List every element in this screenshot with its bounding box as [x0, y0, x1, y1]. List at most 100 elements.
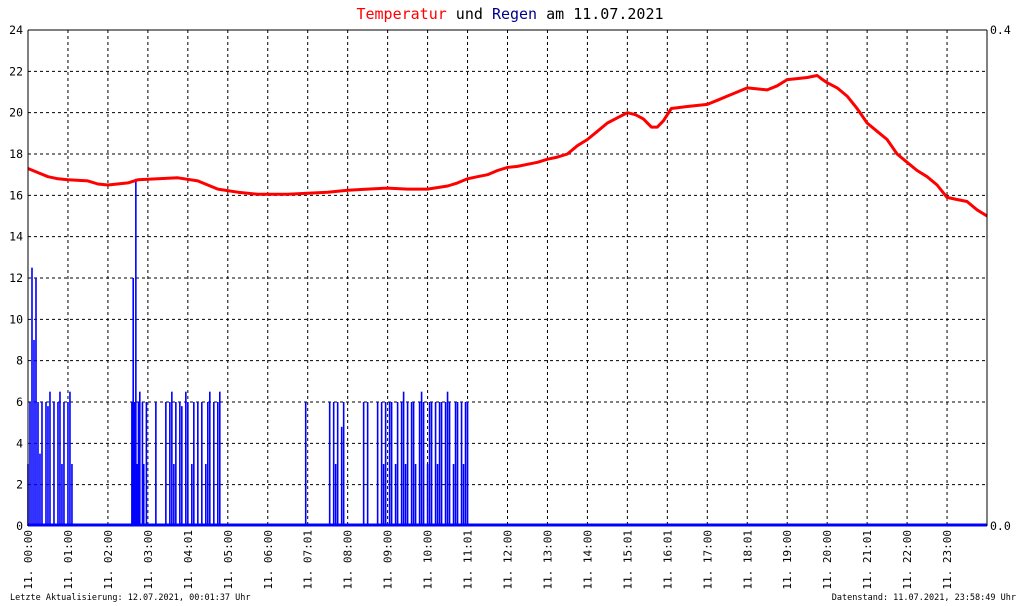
rain-bar: [412, 402, 415, 526]
x-tick-label: 11. 08:00: [342, 530, 355, 590]
x-tick-label: 11. 16:01: [661, 530, 674, 590]
rain-bar: [41, 402, 43, 526]
x-tick-labels: 11. 00:00 11. 01:00 11. 02:00 11. 03:00 11. …: [22, 530, 954, 590]
rain-bar: [61, 464, 63, 526]
rain-bar: [384, 402, 387, 526]
rain-bar: [436, 464, 439, 526]
chart-title-temperatur: Temperatur: [356, 5, 446, 23]
rain-bar: [406, 402, 409, 526]
rain-bar: [145, 402, 148, 526]
x-tick-label: 11. 22:00: [901, 530, 914, 590]
y-tick-label-right: 0.0: [990, 519, 1011, 533]
rain-bar: [382, 464, 385, 526]
rain-bar: [35, 278, 37, 526]
rain-bar: [380, 402, 383, 526]
x-tick-label: 11. 15:01: [621, 530, 634, 590]
rain-bar: [438, 402, 441, 526]
x-tick-label: 11. 19:00: [781, 530, 794, 590]
rain-bar: [209, 391, 211, 526]
rain-bar: [67, 402, 69, 526]
y-tick-label-left: 24: [9, 23, 23, 37]
rain-bar: [136, 464, 138, 526]
rain-bar: [396, 402, 399, 526]
rain-bar: [197, 402, 199, 526]
rain-bar: [444, 402, 447, 526]
x-tick-label: 11. 07:01: [302, 530, 315, 590]
temperature-line: [27, 74, 988, 218]
x-tick-label: 11. 09:00: [382, 530, 395, 590]
grid: [28, 30, 987, 526]
rain-bar: [39, 453, 41, 526]
rain-bar: [434, 402, 437, 526]
rain-bar: [165, 402, 167, 526]
rain-bar: [466, 402, 469, 526]
chart-title-und: und: [447, 5, 492, 23]
rain-bar: [414, 464, 417, 526]
x-tick-label: 11. 00:00: [22, 530, 35, 590]
temperature-series: [27, 74, 988, 218]
rain-bar: [464, 402, 467, 526]
rain-bar: [71, 464, 73, 526]
rain-bar: [169, 402, 171, 526]
rain-bar: [328, 402, 331, 526]
x-tick-label: 11. 01:00: [62, 530, 75, 590]
rain-bar: [132, 278, 135, 526]
rain-bar: [63, 402, 65, 526]
x-tick-label: 11. 20:00: [821, 530, 834, 590]
y-tick-label-left: 14: [9, 230, 23, 244]
rain-bar: [418, 402, 421, 526]
rain-bar: [201, 402, 203, 526]
x-tick-label: 11. 13:00: [541, 530, 554, 590]
rain-bar: [332, 402, 335, 526]
rain-bar: [191, 464, 193, 526]
footer-last-update: Letzte Aktualisierung: 12.07.2021, 00:01…: [10, 593, 251, 603]
axes: [27, 29, 988, 526]
rain-bar: [340, 426, 343, 526]
x-tick-label: 11. 18:01: [741, 530, 754, 590]
x-tick-label: 11. 21:01: [861, 530, 874, 590]
rain-bar: [456, 402, 459, 526]
rain-bar: [430, 402, 433, 526]
rain-bar: [402, 391, 405, 526]
y-tick-label-left: 6: [16, 395, 23, 409]
rain-bar: [446, 391, 449, 526]
rain-bar: [205, 464, 207, 526]
rain-bar: [448, 402, 451, 526]
rain-bar: [366, 402, 369, 526]
rain-bar: [193, 402, 195, 526]
rain-bar: [179, 402, 181, 526]
rain-bar: [388, 402, 391, 526]
rain-bar: [428, 402, 431, 526]
y-tick-label-left: 22: [9, 64, 23, 78]
rain-bar: [49, 391, 51, 526]
rain-bar: [139, 391, 141, 526]
rain-bar: [219, 391, 221, 526]
rain-bar: [137, 402, 140, 526]
rain-bar: [31, 267, 33, 526]
rain-bar: [141, 402, 144, 526]
rain-bar: [37, 402, 39, 526]
y-tick-label-left: 0: [16, 519, 23, 533]
x-tick-label: 11. 11:01: [462, 530, 475, 590]
y-tick-label-left: 16: [9, 188, 23, 202]
rain-bar: [133, 402, 136, 526]
rain-bar: [440, 402, 443, 526]
rain-bar: [45, 402, 47, 526]
rain-bar: [304, 402, 307, 526]
rain-bar: [135, 178, 137, 527]
rain-bar: [131, 402, 133, 526]
chart-title-date: am 11.07.2021: [537, 5, 663, 23]
x-tick-label: 11. 04:01: [182, 530, 195, 590]
rain-bar: [175, 402, 177, 526]
y-tick-label-left: 4: [16, 436, 23, 450]
rain-bar: [404, 464, 407, 526]
rain-bar: [47, 406, 49, 526]
y-tick-label-left: 10: [9, 312, 23, 326]
rain-bar: [69, 391, 71, 526]
x-tick-label: 11. 23:00: [941, 530, 954, 590]
rain-bar: [155, 402, 157, 526]
rain-bar: [207, 402, 209, 526]
rain-bar: [362, 402, 365, 526]
x-tick-label: 11. 02:00: [102, 530, 115, 590]
